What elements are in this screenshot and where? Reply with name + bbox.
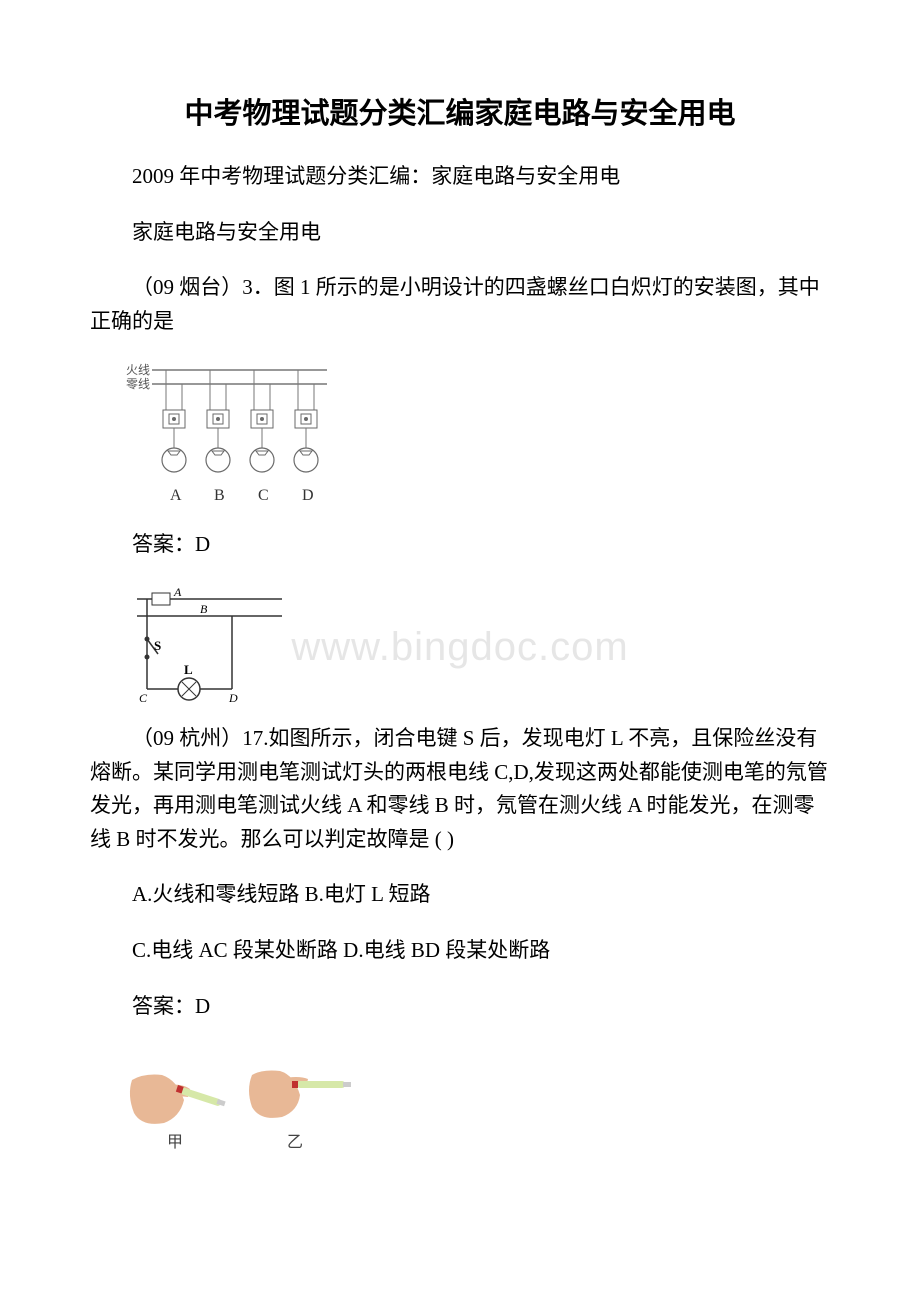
fig3-hand-right	[249, 1071, 351, 1118]
fig1-group-b: B	[206, 370, 230, 504]
question-2-option-ab: A.火线和零线短路 B.电灯 L 短路	[90, 878, 830, 912]
fig2-label-a: A	[173, 585, 182, 599]
fig1-opt-b: B	[214, 487, 225, 504]
fig3-hand-left	[130, 1075, 226, 1124]
figure-2: A B S L C D	[122, 584, 830, 704]
question-2-option-cd: C.电线 AC 段某处断路 D.电线 BD 段某处断路	[90, 934, 830, 968]
fig3-label-right: 乙	[287, 1134, 303, 1151]
fig1-group-c: C	[250, 370, 274, 504]
figure-3: 甲 乙	[122, 1045, 830, 1155]
figure-1: 火线 零线 A B	[122, 360, 830, 510]
fig2-label-s: S	[154, 638, 161, 653]
question-1-text: （09 烟台）3．图 1 所示的是小明设计的四盏螺丝口白炽灯的安装图，其中正确的…	[90, 271, 830, 338]
fig3-label-left: 甲	[167, 1134, 183, 1151]
question-2-text: （09 杭州）17.如图所示，闭合电键 S 后，发现电灯 L 不亮，且保险丝没有…	[90, 722, 830, 856]
fig1-group-d: D	[294, 370, 318, 504]
question-2-answer: 答案：D	[90, 990, 830, 1024]
fig1-group-a: A	[162, 370, 186, 504]
fig2-label-d: D	[228, 691, 238, 704]
fig1-opt-d: D	[302, 487, 314, 504]
fig2-label-c: C	[139, 691, 148, 704]
section-header: 家庭电路与安全用电	[90, 216, 830, 250]
fig1-opt-c: C	[258, 487, 269, 504]
fig2-label-l: L	[184, 662, 193, 677]
fig2-label-b: B	[200, 602, 208, 616]
subtitle: 2009 年中考物理试题分类汇编：家庭电路与安全用电	[90, 160, 830, 194]
fig1-opt-a: A	[170, 487, 182, 504]
page-title: 中考物理试题分类汇编家庭电路与安全用电	[90, 90, 830, 132]
question-1-answer: 答案：D	[90, 528, 830, 562]
fig1-label-neutral: 零线	[126, 377, 150, 391]
fig1-label-live: 火线	[126, 363, 150, 377]
